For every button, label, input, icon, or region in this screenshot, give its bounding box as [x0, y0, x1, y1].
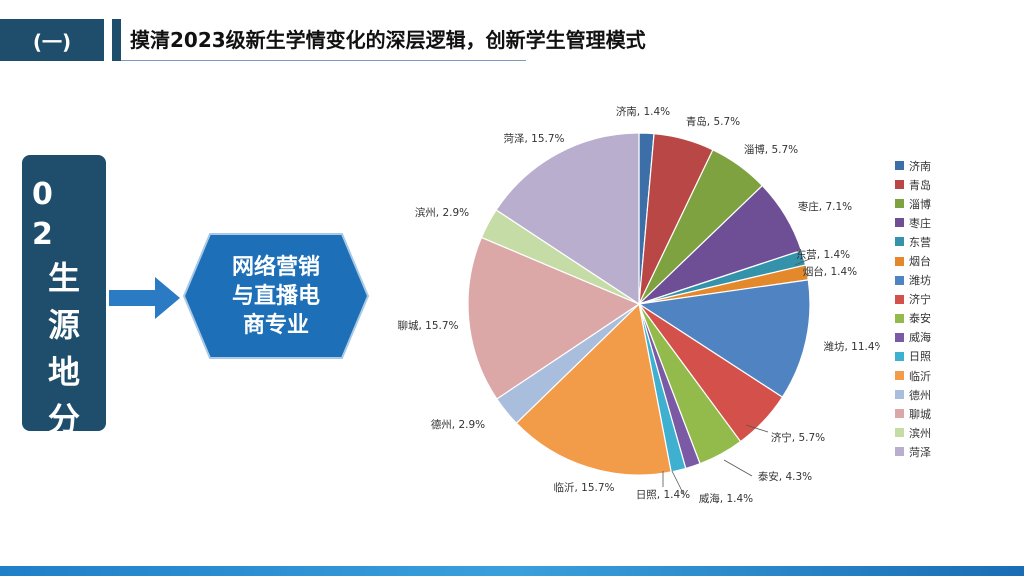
slice-label: 潍坊, 11.4% [823, 340, 880, 353]
section-tag: (一) [0, 19, 104, 61]
slice-label: 泰安, 4.3% [758, 470, 812, 483]
section-number-box: 0 2 生 源 地 分 析 [22, 155, 106, 485]
legend-swatch [895, 371, 904, 381]
legend-item: 菏泽 [895, 442, 931, 461]
slice-label: 日照, 1.4% [636, 489, 690, 501]
legend-swatch [895, 180, 904, 190]
legend-label: 日照 [909, 350, 931, 364]
slice-label: 济宁, 5.7% [771, 431, 825, 444]
legend-label: 烟台 [909, 255, 931, 269]
legend-swatch [895, 237, 904, 247]
legend-item: 济宁 [895, 290, 931, 309]
section-title-char: 源 [47, 306, 80, 344]
slice-label: 青岛, 5.7% [686, 115, 740, 128]
legend-swatch [895, 161, 904, 171]
legend-item: 枣庄 [895, 213, 931, 232]
section-number: 0 2 [32, 177, 63, 252]
legend-swatch [895, 313, 904, 323]
legend-label: 德州 [909, 388, 931, 402]
pie-slice [495, 132, 640, 306]
section-title-char: 地 [47, 353, 80, 391]
slice-label: 临沂, 15.7% [553, 481, 614, 494]
slice-label: 济南, 1.4% [616, 105, 670, 118]
legend-item: 聊城 [895, 404, 931, 423]
legend-label: 泰安 [909, 312, 931, 326]
legend-label: 临沂 [909, 369, 931, 383]
legend-swatch [895, 275, 904, 285]
legend-item: 德州 [895, 385, 931, 404]
legend-label: 聊城 [909, 407, 931, 421]
legend-label: 枣庄 [909, 216, 931, 230]
legend-item: 青岛 [895, 175, 931, 194]
leader-line [794, 257, 813, 266]
footer-stripe [0, 566, 1024, 576]
legend-label: 济宁 [909, 293, 931, 307]
slice-label: 威海, 1.4% [699, 492, 753, 505]
leader-line [745, 424, 769, 433]
legend-item: 临沂 [895, 366, 931, 385]
section-title-char: 析 [47, 447, 80, 485]
right-arrow-icon [109, 277, 180, 319]
pie-slice [637, 279, 811, 398]
legend-swatch [895, 409, 904, 419]
section-title-char: 分 [47, 400, 80, 438]
slice-label: 德州, 2.9% [431, 418, 485, 431]
legend-label: 菏泽 [909, 445, 931, 459]
major-label-line: 与直播电 [231, 283, 320, 309]
legend-item: 烟台 [895, 251, 931, 270]
slice-label: 菏泽, 15.7% [503, 133, 564, 145]
legend-swatch [895, 199, 904, 209]
legend-item: 东营 [895, 232, 931, 251]
legend-swatch [895, 447, 904, 457]
legend-item: 威海 [895, 328, 931, 347]
major-label-line: 网络营销 [231, 254, 320, 280]
legend-swatch [895, 428, 904, 438]
slice-label: 聊城, 15.7% [397, 319, 458, 332]
slice-label: 枣庄, 7.1% [798, 200, 852, 213]
legend-label: 济南 [909, 159, 931, 173]
chart-legend: 济南青岛淄博枣庄东营烟台潍坊济宁泰安威海日照临沂德州聊城滨州菏泽 [895, 156, 931, 462]
legend-swatch [895, 218, 904, 228]
slice-label: 淄博, 5.7% [744, 143, 798, 156]
legend-swatch [895, 351, 904, 361]
legend-label: 滨州 [909, 426, 931, 440]
legend-swatch [895, 390, 904, 400]
title-underline [121, 60, 526, 61]
leader-line [723, 459, 753, 477]
legend-item: 滨州 [895, 423, 931, 442]
leader-line [671, 470, 685, 496]
legend-swatch [895, 332, 904, 342]
pie-slice [467, 236, 641, 400]
slice-label: 东营, 1.4% [796, 248, 850, 261]
slice-label: 滨州, 2.9% [415, 206, 469, 219]
legend-label: 东营 [909, 235, 931, 249]
major-hexagon: 网络营销 与直播电 商专业 [182, 232, 370, 360]
legend-label: 潍坊 [909, 274, 931, 288]
header-accent-bar [112, 19, 121, 61]
legend-item: 日照 [895, 347, 931, 366]
legend-item: 济南 [895, 156, 931, 175]
legend-item: 泰安 [895, 309, 931, 328]
legend-label: 青岛 [909, 178, 931, 192]
legend-label: 威海 [909, 331, 931, 345]
legend-label: 淄博 [909, 197, 931, 211]
legend-item: 潍坊 [895, 271, 931, 290]
pie-chart: 济南, 1.4% 青岛, 5.7% 淄博, 5.7% 枣庄, 7.1% 东营, 1.4%… [397, 105, 880, 505]
slice-label: 烟台, 1.4% [803, 265, 857, 278]
page-title: 摸清2023级新生学情变化的深层逻辑，创新学生管理模式 [130, 28, 646, 52]
major-label-line: 商专业 [242, 312, 309, 338]
section-title-char: 生 [47, 259, 80, 297]
legend-item: 淄博 [895, 194, 931, 213]
pie-slice [515, 302, 672, 476]
legend-swatch [895, 294, 904, 304]
legend-swatch [895, 256, 904, 266]
